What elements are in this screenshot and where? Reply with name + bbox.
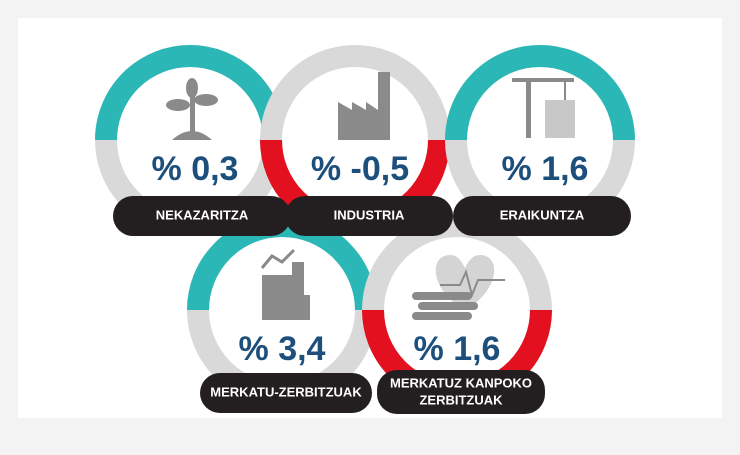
label-pill [285,196,453,236]
value: % -0,5 [311,150,409,188]
label-pill [377,370,545,414]
icon [260,248,310,320]
label: INDUSTRIA [334,207,405,222]
ring-arc [445,45,635,141]
label: MERKATUZ KANPOKO [390,375,532,390]
label: MERKATU-ZERBITZUAK [210,384,362,399]
label-pill [200,373,372,413]
value: % 3,4 [239,330,326,368]
icon [338,72,390,140]
label-pill [453,196,631,236]
sector-card: % 0,3 [95,45,285,235]
label: ERAIKUNTZA [500,207,585,222]
label: NEKAZARITZA [156,207,249,222]
ring-arc [95,45,285,141]
value: % 0,3 [152,150,239,188]
value: % 1,6 [502,150,589,188]
icon [512,78,575,138]
sector-card: % 3,4 [187,215,377,405]
label: ZERBITZUAK [419,392,503,407]
sector-card: % 1,6 [362,215,552,405]
icon [166,78,218,140]
icon [412,255,505,320]
value: % 1,6 [414,330,501,368]
label-pill [113,196,291,236]
